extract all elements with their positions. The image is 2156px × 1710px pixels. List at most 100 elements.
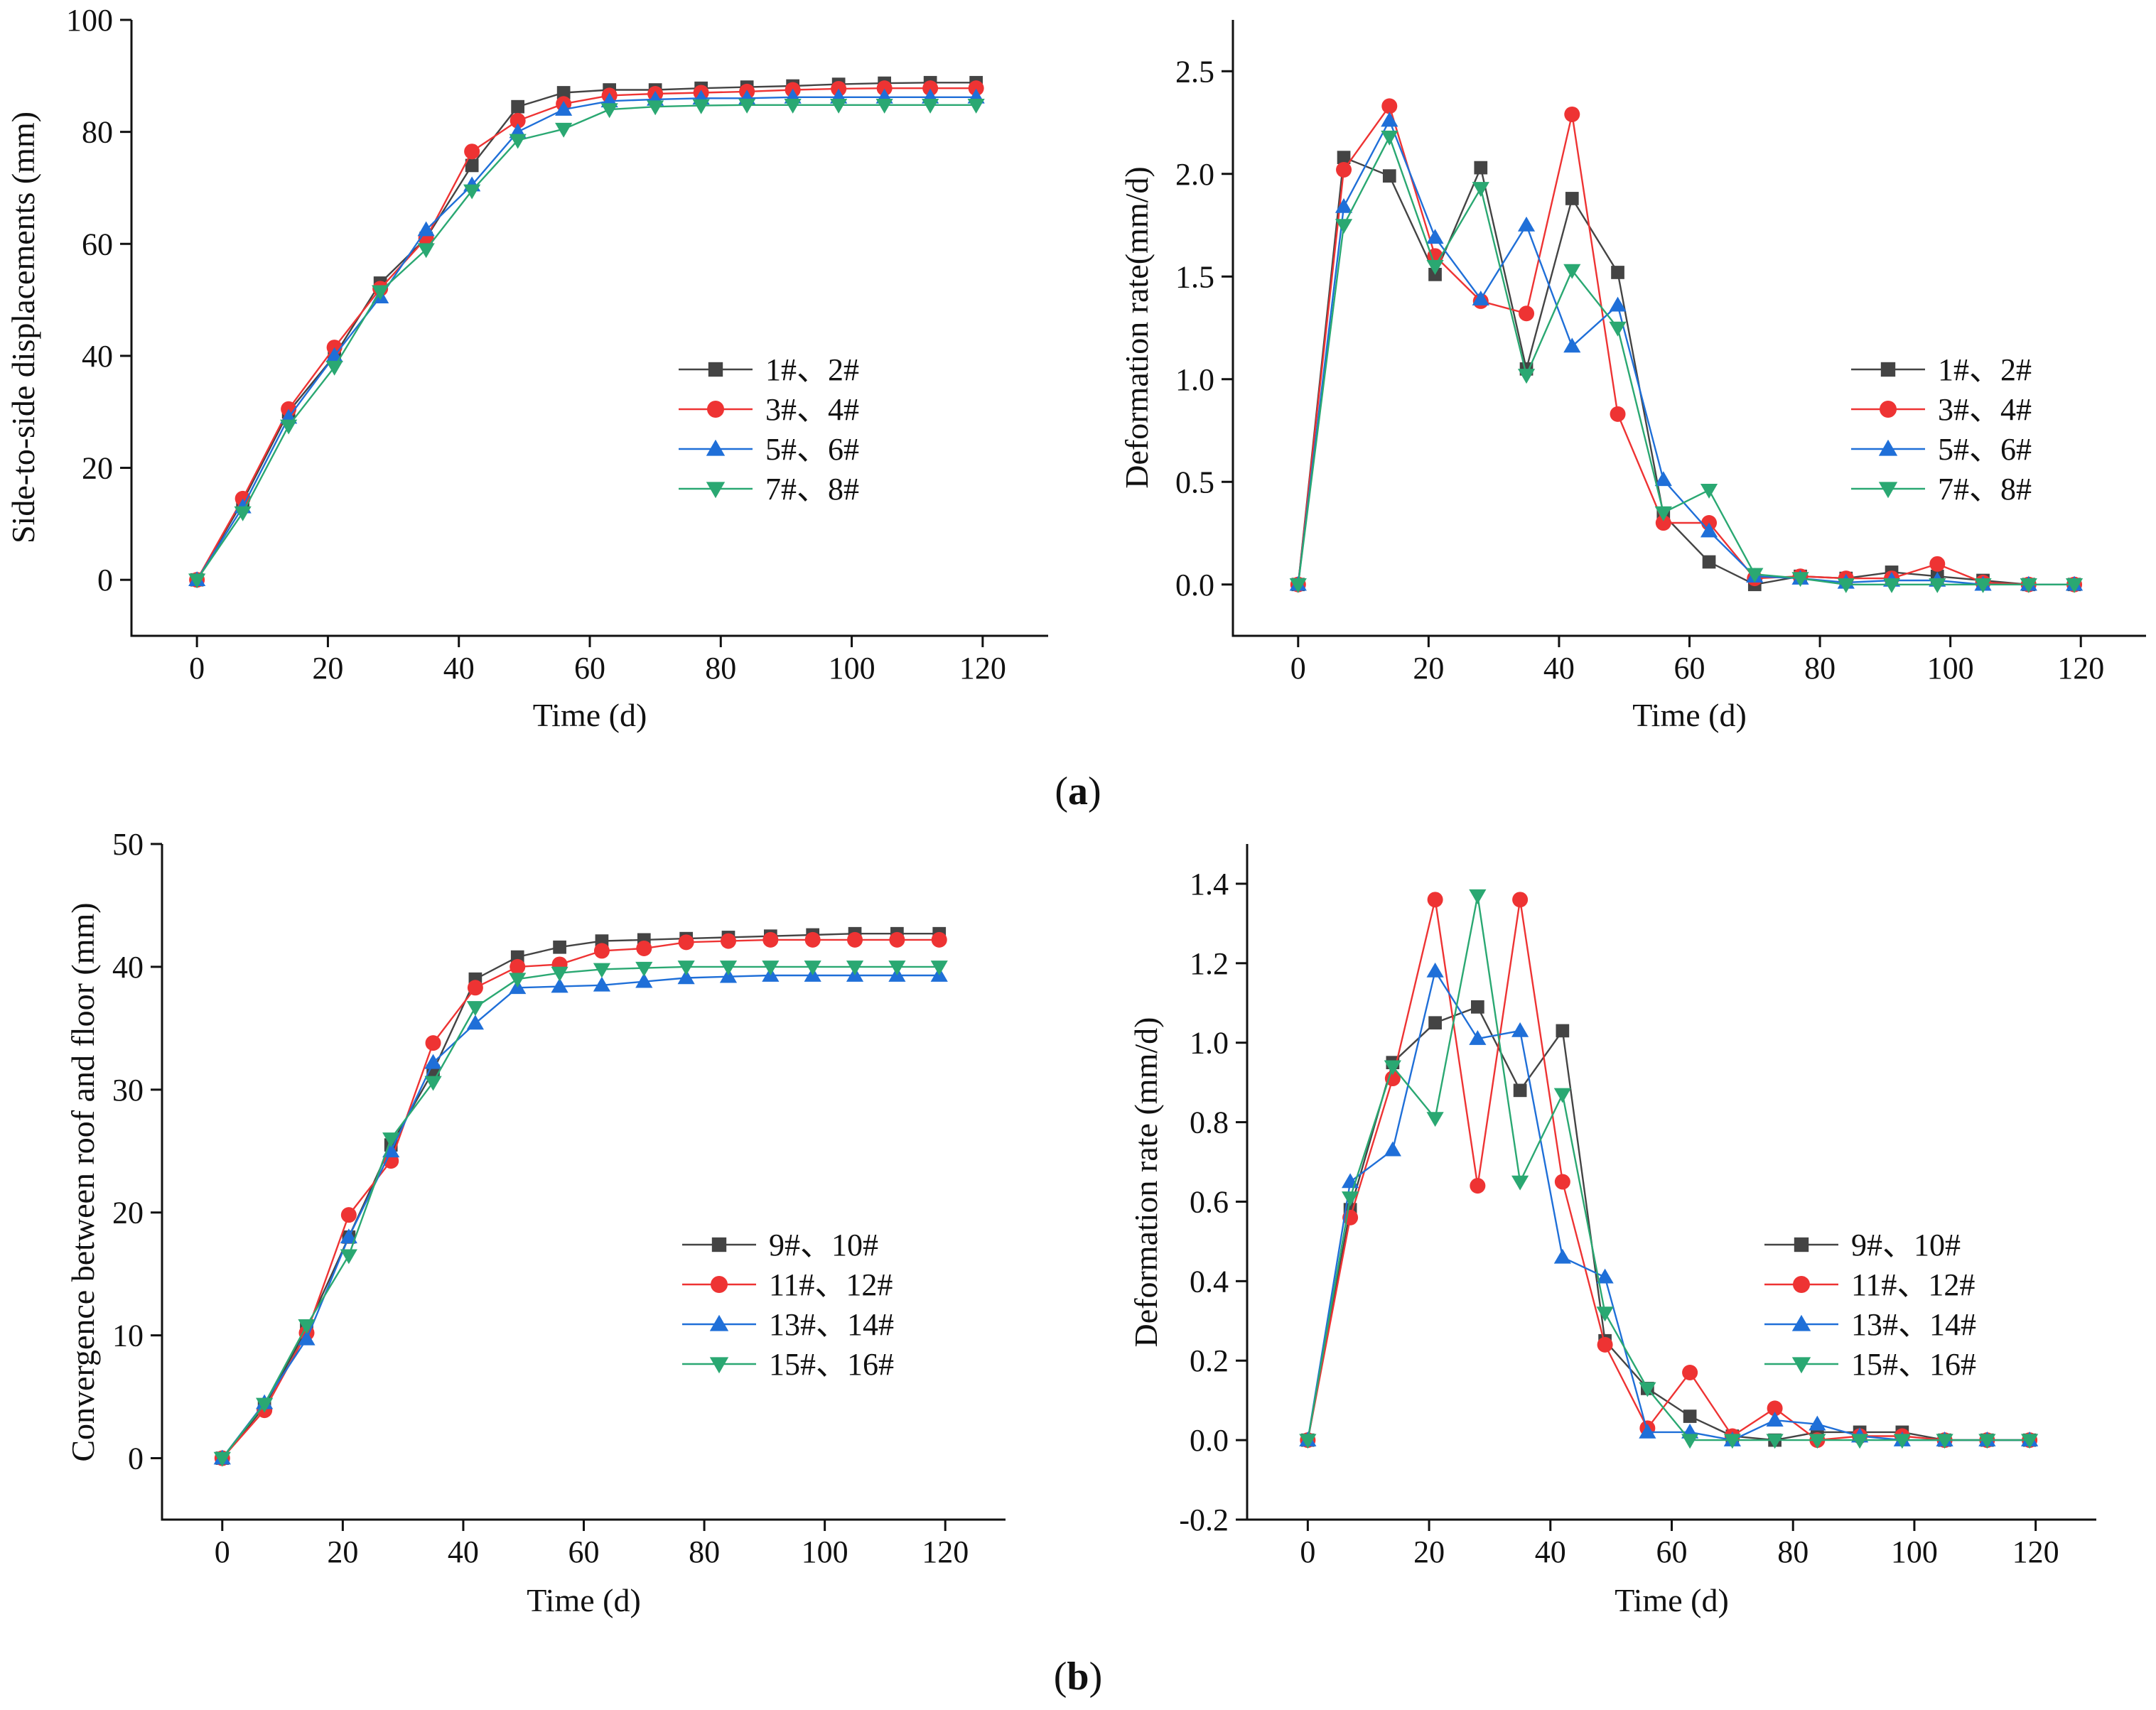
x-tick-label: 60 (574, 651, 605, 686)
legend-label: 5#、6# (765, 432, 859, 467)
data-point (1611, 266, 1624, 279)
y-tick-label: 80 (82, 115, 113, 150)
data-point (1596, 1306, 1614, 1322)
data-point (636, 940, 652, 956)
chart-a-right-deformation-rate: 0 20 40 60 80 100 120 0.0 0.5 1.0 1.5 2.0 2.5 Time (d… (1119, 20, 2146, 733)
data-point (1553, 1088, 1571, 1103)
axis-frame (1231, 20, 2146, 637)
x-tick-label: 40 (448, 1535, 479, 1569)
data-point (968, 80, 984, 97)
data-point (1289, 578, 1307, 593)
legend-label: 11#、12# (1851, 1267, 1975, 1302)
x-axis-title: Time (d) (533, 697, 647, 733)
data-point (1469, 1030, 1487, 1045)
series-line (1297, 156, 2074, 586)
legend-label: 5#、6# (1938, 432, 2032, 467)
data-point (424, 1076, 442, 1091)
x-tick-label: 120 (2057, 651, 2104, 686)
data-point (466, 1001, 484, 1017)
legend-marker (711, 1276, 728, 1293)
data-point (1929, 556, 1946, 572)
legend-marker (1791, 1314, 1811, 1331)
data-point (692, 99, 710, 114)
data-point (1426, 229, 1444, 244)
legend-label: 9#、10# (1851, 1228, 1961, 1262)
data-point (1470, 1178, 1486, 1194)
x-tick-label: 80 (1804, 651, 1836, 686)
data-point (1681, 1434, 1699, 1449)
data-point (340, 1228, 357, 1244)
legend: 9#、10# 11#、12# 13#、14# 15#、16# (1764, 1228, 1976, 1382)
series-4 (188, 99, 985, 589)
data-point (1336, 161, 1352, 178)
data-point (2065, 578, 2084, 593)
data-point (1563, 337, 1581, 353)
panel-label-a: (a) (1055, 769, 1101, 813)
y-tick-label: 0.6 (1190, 1184, 1229, 1219)
data-point (298, 1319, 316, 1334)
y-tick-label: 50 (112, 827, 144, 862)
data-point (1382, 169, 1396, 183)
x-tick-label: 60 (568, 1535, 600, 1569)
legend-marker (711, 1237, 727, 1252)
data-point (931, 931, 947, 948)
x-axis-title: Time (d) (527, 1582, 641, 1618)
data-point (1426, 1112, 1444, 1127)
series-2 (214, 931, 947, 1466)
data-point (784, 99, 802, 114)
data-point (1384, 1060, 1401, 1076)
data-point (2021, 1434, 2039, 1449)
data-point (1517, 369, 1536, 384)
data-point (1299, 1434, 1317, 1449)
series-4 (1299, 889, 2039, 1449)
chart-b-right-deformation-rate: 0 20 40 60 80 100 120 -0.2 0.0 0.2 0.4 0.6 0.8 1.0 1.2… (1128, 844, 2096, 1618)
data-point (510, 958, 526, 975)
data-point (1837, 578, 1855, 593)
panel-label-b: (b) (1054, 1655, 1102, 1699)
data-point (1426, 962, 1444, 978)
series-line (1297, 118, 2074, 585)
y-tick-label: 100 (66, 3, 113, 38)
series-line (196, 104, 976, 580)
data-point (1565, 192, 1579, 205)
data-point (889, 931, 905, 948)
data-point (256, 1397, 274, 1413)
data-point (1519, 305, 1535, 322)
data-point (1936, 1434, 1953, 1449)
data-point (677, 960, 695, 976)
data-point (1766, 1412, 1784, 1427)
data-point (1472, 290, 1489, 305)
data-point (1428, 1016, 1442, 1030)
y-tick-label: 1.2 (1190, 946, 1229, 981)
data-point (511, 99, 524, 114)
data-point (1882, 578, 1901, 593)
y-tick-label: -0.2 (1179, 1503, 1229, 1537)
x-tick-label: 60 (1656, 1535, 1688, 1569)
series-line (196, 96, 976, 580)
data-point (1767, 1400, 1783, 1417)
data-point (382, 1142, 400, 1158)
data-point (1610, 406, 1626, 422)
legend-label: 3#、4# (765, 392, 859, 427)
data-point (464, 144, 480, 160)
data-point (325, 360, 343, 376)
legend-label: 1#、2# (1938, 352, 2032, 387)
data-point (1553, 1248, 1571, 1264)
data-point (1609, 296, 1627, 312)
data-point (1791, 572, 1809, 588)
y-tick-label: 1.4 (1190, 867, 1229, 902)
x-tick-label: 120 (922, 1535, 969, 1569)
data-point (1381, 98, 1398, 114)
data-point (1335, 197, 1353, 213)
y-tick-label: 2.5 (1175, 54, 1214, 89)
data-point (635, 961, 653, 977)
x-tick-label: 100 (1891, 1535, 1938, 1569)
data-point (1655, 515, 1671, 531)
data-point (1683, 1409, 1697, 1423)
data-point (298, 1330, 316, 1346)
data-point (509, 973, 527, 988)
data-point (888, 960, 906, 976)
data-point (417, 243, 435, 259)
legend-marker (709, 1314, 729, 1331)
data-point (922, 99, 939, 114)
